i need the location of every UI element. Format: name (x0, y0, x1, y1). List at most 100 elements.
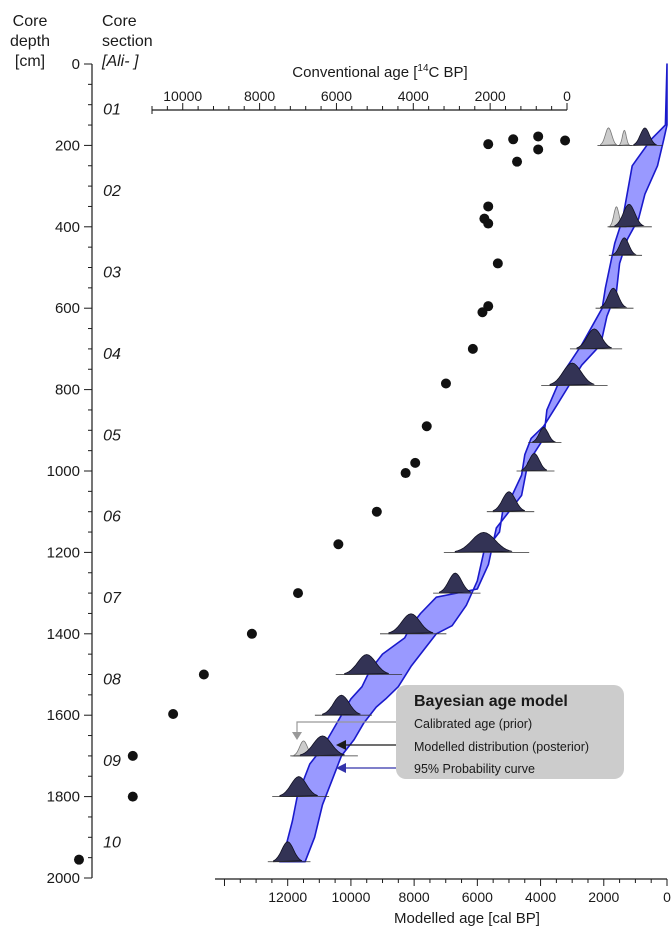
depth-tick-label: 1400 (47, 626, 80, 643)
top-tick-label: 2000 (475, 88, 506, 104)
posterior-distribution (614, 203, 645, 228)
legend-arrowhead-probability (336, 763, 346, 773)
depth-header-line2: depth (9, 33, 51, 50)
posterior-distribution (388, 613, 434, 635)
core-section-labels: 01 02 03 04 05 06 07 08 09 10 (103, 102, 122, 852)
posterior-distributions-layer (267, 127, 663, 863)
section-label: 06 (103, 509, 121, 526)
section-label: 09 (103, 753, 121, 770)
posterior-distribution (344, 654, 389, 675)
conventional-age-point (127, 750, 138, 761)
conventional-age-point (371, 506, 382, 517)
bottom-tick-label: 0 (663, 889, 671, 905)
bottom-tick-label: 8000 (399, 889, 430, 905)
conventional-age-point (508, 134, 519, 145)
bottom-tick-label: 6000 (462, 889, 493, 905)
depth-tick-label: 1200 (47, 544, 80, 561)
depth-header-line1: Core (12, 13, 48, 30)
conventional-age-point (400, 468, 411, 479)
section-label: 04 (103, 346, 121, 363)
bottom-axis-title: Modelled age [cal BP] (394, 910, 540, 927)
conventional-age-point (168, 708, 179, 719)
top-axis-title-superscript: 14 (417, 63, 429, 74)
depth-header-line3: [cm] (14, 53, 46, 70)
posterior-distribution (492, 491, 525, 513)
section-label: 08 (103, 672, 121, 689)
section-label: 01 (103, 102, 121, 119)
legend-arrowhead-posterior (336, 740, 346, 750)
prior-distribution (619, 129, 630, 146)
posterior-distribution (279, 776, 318, 798)
bottom-tick-label: 10000 (331, 889, 370, 905)
legend-arrows (292, 721, 405, 773)
posterior-distribution (438, 572, 472, 594)
conventional-age-points (73, 131, 571, 865)
top-tick-label: 4000 (398, 88, 429, 104)
depth-tick-label: 800 (55, 382, 80, 399)
conventional-age-axis: 10000 8000 6000 4000 2000 0 (151, 88, 571, 114)
posterior-distribution (273, 841, 303, 863)
legend-arrowhead-prior (292, 732, 302, 740)
depth-tick-label: 0 (72, 56, 80, 73)
section-header-line1: Core (102, 13, 137, 30)
top-axis-title: Conventional age [14C BP] (292, 63, 467, 81)
depth-tick-label: 600 (55, 300, 80, 317)
section-label: 10 (103, 834, 121, 851)
conventional-age-point (246, 628, 257, 639)
legend-item-prior: Calibrated age (prior) (414, 717, 533, 731)
prior-distributions-layer (290, 127, 632, 757)
conventional-age-point (492, 258, 503, 269)
conventional-age-point (533, 144, 544, 155)
bottom-tick-label: 2000 (588, 889, 619, 905)
conventional-age-point (421, 421, 432, 432)
conventional-age-point (483, 218, 494, 229)
posterior-distribution (521, 453, 548, 472)
depth-tick-label: 1600 (47, 707, 80, 724)
conventional-age-point (198, 669, 209, 680)
posterior-distribution (532, 427, 557, 443)
top-axis-title-suffix: C BP] (429, 64, 468, 81)
section-label: 03 (103, 265, 121, 282)
section-label: 05 (103, 427, 121, 444)
prior-distribution (600, 127, 618, 146)
conventional-age-point (333, 539, 344, 550)
posterior-distribution (600, 287, 628, 309)
legend-title: Bayesian age model (414, 693, 568, 710)
posterior-distribution (612, 237, 637, 256)
bottom-tick-label: 12000 (268, 889, 307, 905)
legend-box: Bayesian age model Calibrated age (prior… (396, 685, 624, 779)
depth-tick-label: 1000 (47, 463, 80, 480)
conventional-age-point (467, 343, 478, 354)
top-tick-label: 0 (563, 88, 571, 104)
posterior-distribution (454, 531, 513, 553)
posterior-distribution (633, 127, 658, 146)
section-header-line2: section (102, 33, 153, 50)
conventional-age-point (512, 156, 523, 167)
conventional-age-point (483, 139, 494, 150)
section-header-line3: [Ali- ] (102, 53, 139, 70)
depth-axis: 0 200 400 600 800 1000 1200 1400 1600 1800 2000 (47, 56, 93, 887)
conventional-age-point (293, 588, 304, 599)
posterior-distribution (299, 735, 345, 757)
depth-tick-label: 1800 (47, 789, 80, 806)
section-header: Core section [Ali- ] (102, 12, 153, 72)
conventional-age-point (533, 131, 544, 142)
conventional-age-point (560, 135, 571, 146)
top-tick-label: 6000 (321, 88, 352, 104)
top-tick-label: 10000 (163, 88, 202, 104)
legend-arrow-prior (296, 721, 405, 734)
depth-tick-label: 2000 (47, 870, 80, 887)
depth-tick-label: 200 (55, 137, 80, 154)
posterior-distribution (549, 362, 595, 386)
legend-item-probability-curve: 95% Probability curve (414, 762, 535, 776)
depth-header: Core depth [cm] (4, 12, 56, 72)
bottom-tick-label: 4000 (525, 889, 556, 905)
legend-item-posterior: Modelled distribution (posterior) (414, 740, 590, 754)
modelled-age-axis: 12000 10000 8000 6000 4000 2000 0 (215, 878, 671, 905)
conventional-age-point (483, 201, 494, 212)
section-label: 07 (103, 590, 122, 607)
conventional-age-point (73, 854, 84, 865)
conventional-age-point (410, 457, 421, 468)
conventional-age-point (127, 791, 138, 802)
